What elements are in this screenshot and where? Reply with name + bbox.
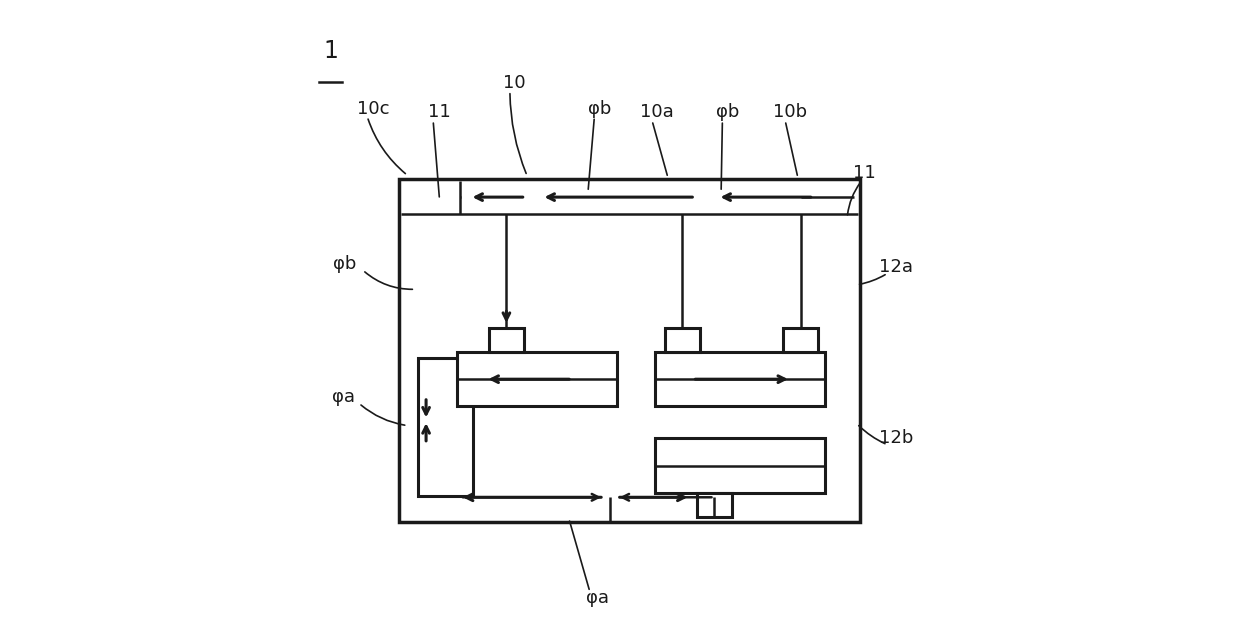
Bar bbox=[784, 328, 818, 352]
Text: 10a: 10a bbox=[640, 103, 675, 121]
Text: φb: φb bbox=[588, 100, 611, 118]
Bar bbox=[697, 493, 732, 517]
Bar bbox=[665, 328, 701, 352]
Text: 10: 10 bbox=[503, 74, 526, 92]
Bar bbox=[399, 179, 861, 522]
Text: φa: φa bbox=[587, 589, 609, 607]
Text: 10c: 10c bbox=[357, 100, 389, 118]
Text: 12b: 12b bbox=[879, 429, 914, 447]
Bar bbox=[655, 438, 825, 493]
Bar bbox=[456, 352, 616, 406]
Bar bbox=[418, 358, 472, 496]
Text: φb: φb bbox=[334, 255, 356, 273]
Bar bbox=[655, 352, 825, 406]
Bar bbox=[489, 328, 525, 352]
Text: φb: φb bbox=[715, 103, 739, 121]
Text: 1: 1 bbox=[324, 39, 339, 63]
Text: 10b: 10b bbox=[773, 103, 807, 121]
Text: φa: φa bbox=[332, 388, 355, 406]
Text: 12a: 12a bbox=[879, 258, 914, 276]
Text: 11: 11 bbox=[853, 164, 875, 182]
Text: 11: 11 bbox=[428, 103, 451, 121]
